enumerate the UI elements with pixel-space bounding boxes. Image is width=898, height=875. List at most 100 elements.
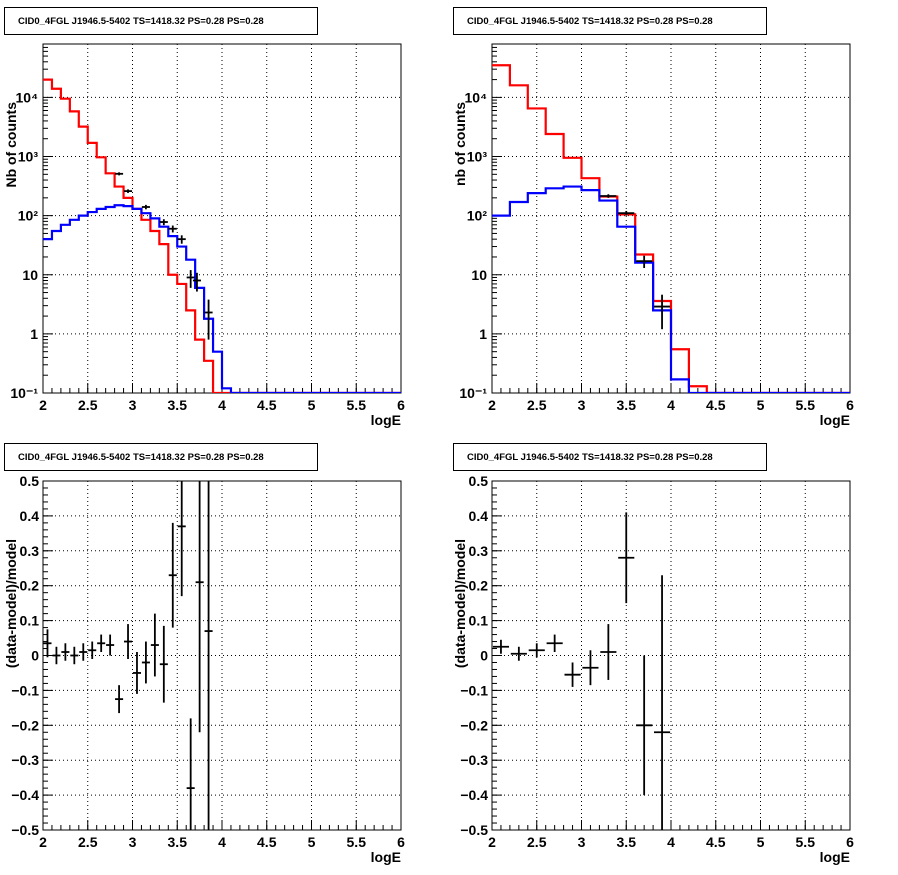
- y-tick-label: −0.3: [460, 752, 488, 768]
- x-tick-label: 5: [757, 397, 765, 413]
- y-axis-label: (data-model)/model: [452, 539, 468, 668]
- y-tick-label: 10⁻¹: [10, 385, 38, 401]
- y-tick-label: 1: [479, 326, 487, 342]
- x-tick-label: 6: [846, 397, 854, 413]
- chart-panel-1: CID0_4FGL J1946.5-5402 TS=1418.32 PS=0.2…: [3, 7, 405, 428]
- data-point: [123, 624, 133, 659]
- data-point: [546, 634, 563, 653]
- data-point: [61, 643, 70, 661]
- plot-frame: [42, 43, 402, 394]
- x-axis-label: logE: [820, 412, 850, 428]
- data-point: [123, 189, 133, 193]
- y-tick-label: 10: [471, 267, 487, 283]
- x-axis-label: logE: [371, 849, 401, 865]
- y-tick-label: 10: [22, 267, 38, 283]
- y-tick-label: 0.4: [20, 508, 40, 524]
- x-tick-label: 6: [397, 834, 405, 850]
- x-tick-label: 2: [39, 834, 47, 850]
- chart-title: CID0_4FGL J1946.5-5402 TS=1418.32 PS=0.2…: [18, 452, 264, 463]
- y-tick-label: 0.2: [469, 578, 489, 594]
- data-point: [159, 625, 168, 703]
- data-point: [132, 652, 142, 694]
- plot-area: [43, 78, 401, 393]
- y-tick-label: 0.1: [469, 613, 489, 629]
- data-point: [600, 624, 617, 680]
- y-tick-label: 10⁻¹: [459, 385, 487, 401]
- y-axis-label: Nb of counts: [3, 102, 19, 188]
- x-tick-label: 5.5: [796, 834, 816, 850]
- y-tick-label: −0.4: [11, 787, 39, 803]
- y-tick-label: 10²: [18, 208, 39, 224]
- chart-title: CID0_4FGL J1946.5-5402 TS=1418.32 PS=0.2…: [467, 16, 713, 27]
- data-point: [636, 255, 653, 269]
- data-point: [159, 219, 168, 226]
- x-tick-label: 5: [757, 834, 765, 850]
- x-tick-label: 6: [397, 397, 405, 413]
- data-point: [168, 522, 177, 628]
- y-tick-label: 10⁴: [465, 89, 488, 105]
- y-tick-label: −0.4: [460, 787, 488, 803]
- x-axis-label: logE: [371, 412, 401, 428]
- y-tick-label: −0.5: [11, 822, 39, 838]
- x-tick-label: 2: [488, 397, 496, 413]
- chart-panel-2: CID0_4FGL J1946.5-5402 TS=1418.32 PS=0.2…: [452, 7, 854, 428]
- x-tick-label: 6: [846, 834, 854, 850]
- x-tick-label: 5.5: [347, 834, 367, 850]
- data-point: [186, 270, 195, 288]
- x-tick-label: 4.5: [257, 397, 277, 413]
- y-tick-label: −0.1: [460, 682, 488, 698]
- data-point: [88, 641, 97, 659]
- data-point: [97, 634, 106, 653]
- data-point: [186, 718, 195, 830]
- y-tick-label: 1: [30, 326, 38, 342]
- y-tick-label: 0.3: [469, 543, 489, 559]
- x-tick-label: 4: [218, 834, 226, 850]
- x-tick-label: 4: [667, 397, 675, 413]
- x-tick-label: 2.5: [527, 834, 547, 850]
- x-tick-label: 5: [308, 834, 316, 850]
- x-tick-label: 2.5: [78, 397, 98, 413]
- x-tick-label: 5: [308, 397, 316, 413]
- data-point: [653, 575, 671, 830]
- x-tick-label: 5.5: [347, 397, 367, 413]
- x-axis-label: logE: [820, 849, 850, 865]
- y-tick-label: −0.2: [11, 717, 39, 733]
- x-tick-label: 4.5: [257, 834, 277, 850]
- y-tick-label: −0.1: [11, 682, 39, 698]
- x-tick-label: 3.5: [168, 834, 188, 850]
- plot-frame: [491, 480, 851, 831]
- x-tick-label: 4.5: [706, 834, 726, 850]
- data-point: [564, 662, 581, 687]
- y-tick-label: 10³: [467, 149, 488, 165]
- plot-area: [492, 512, 671, 830]
- y-axis-label: (data-model)/model: [3, 539, 19, 668]
- chart-title: CID0_4FGL J1946.5-5402 TS=1418.32 PS=0.2…: [18, 16, 264, 27]
- chart-title-box: [453, 7, 767, 35]
- x-tick-label: 2.5: [527, 397, 547, 413]
- data-point: [141, 641, 150, 684]
- data-point: [618, 210, 635, 216]
- plot-area: [43, 481, 213, 830]
- data-point: [600, 194, 617, 198]
- x-tick-label: 4: [667, 834, 675, 850]
- x-tick-label: 4: [218, 397, 226, 413]
- data-point: [70, 646, 79, 665]
- data-point: [492, 639, 510, 654]
- data-point: [79, 643, 88, 661]
- y-tick-label: 0.5: [469, 473, 489, 489]
- chart-title: CID0_4FGL J1946.5-5402 TS=1418.32 PS=0.2…: [467, 452, 713, 463]
- data-point: [528, 643, 545, 658]
- chart-panel-4: CID0_4FGL J1946.5-5402 TS=1418.32 PS=0.2…: [452, 443, 854, 865]
- plot-area: [492, 64, 850, 393]
- x-tick-label: 4.5: [706, 397, 726, 413]
- x-tick-label: 2: [488, 834, 496, 850]
- data-point: [106, 634, 115, 656]
- y-tick-label: 0.5: [20, 473, 40, 489]
- y-tick-label: 0.2: [20, 578, 40, 594]
- y-axis-label: nb of counts: [452, 102, 468, 186]
- y-tick-label: 0.1: [20, 613, 40, 629]
- data-point: [510, 646, 527, 661]
- x-tick-label: 3: [578, 834, 586, 850]
- x-tick-label: 3.5: [168, 397, 188, 413]
- plot-frame: [42, 480, 402, 831]
